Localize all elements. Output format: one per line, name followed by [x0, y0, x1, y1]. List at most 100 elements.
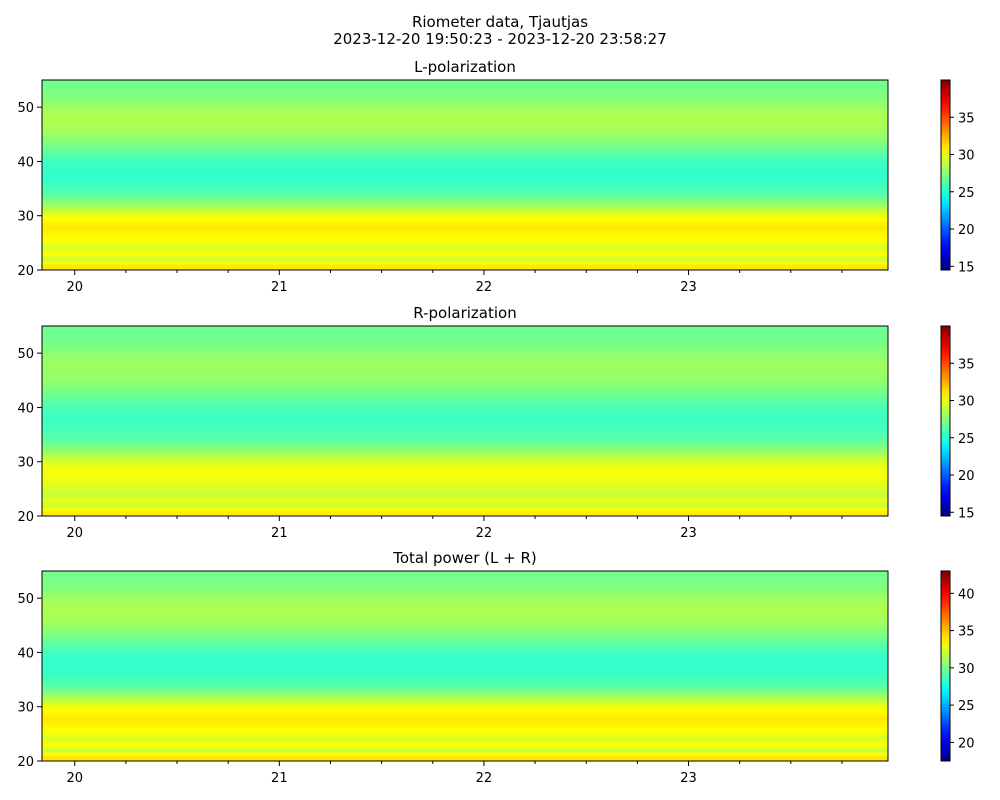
heatmap-band — [42, 122, 888, 125]
heatmap-band — [42, 391, 888, 394]
x-tick-label: 23 — [680, 771, 697, 786]
heatmap-band — [42, 188, 888, 191]
colorbar-tick-label: 20 — [958, 736, 975, 751]
heatmap-band — [42, 449, 888, 452]
heatmap-band — [42, 577, 888, 580]
heatmap-band — [42, 200, 888, 203]
heatmap-band — [42, 459, 888, 461]
heatmap-band — [42, 580, 888, 583]
heatmap-band — [42, 107, 888, 110]
heatmap-band — [42, 176, 888, 179]
heatmap-band — [42, 96, 888, 99]
heatmap-band — [42, 503, 888, 506]
heatmap-band — [42, 648, 888, 651]
plot-frame — [41, 325, 889, 517]
heatmap-band — [42, 468, 888, 471]
heatmap-band — [42, 702, 888, 705]
heatmap-band — [42, 219, 888, 222]
heatmap-band — [42, 583, 888, 586]
heatmap-band — [42, 248, 888, 251]
heatmap-band — [42, 349, 888, 352]
heatmap-band — [42, 572, 888, 575]
x-tick-label: 22 — [476, 771, 493, 786]
heatmap-band — [42, 649, 888, 652]
heatmap-band — [42, 701, 888, 704]
heatmap-band — [42, 157, 888, 160]
heatmap-band — [42, 751, 888, 754]
heatmap-band — [42, 113, 888, 116]
heatmap-band — [42, 706, 888, 709]
heatmap-band — [42, 86, 888, 89]
heatmap-band — [42, 160, 888, 163]
heatmap-band — [42, 464, 888, 467]
x-tick-label: 21 — [271, 526, 288, 541]
heatmap-band — [42, 161, 888, 164]
heatmap-band — [42, 430, 888, 433]
figure-subtitle: 2023-12-20 19:50:23 - 2023-12-20 23:58:2… — [333, 30, 667, 48]
heatmap-band — [42, 634, 888, 637]
heatmap-band — [42, 600, 888, 603]
heatmap-band — [42, 233, 888, 236]
heatmap-band — [42, 85, 888, 88]
heatmap-band — [42, 609, 888, 611]
heatmap-band — [42, 387, 888, 390]
colorbar-tick-label: 20 — [958, 223, 975, 238]
colorbar-tick-label: 30 — [958, 149, 975, 164]
heatmap-band — [42, 746, 888, 749]
y-tick-label: 50 — [17, 592, 34, 607]
heatmap-band — [42, 89, 888, 92]
heatmap-band — [42, 198, 888, 201]
heatmap-band — [42, 698, 888, 701]
heatmap-band — [42, 647, 888, 649]
heatmap-band — [42, 332, 888, 335]
subplot-1: L-polarization 20 21 22 23 20 30 40 50 15 20 25 30 35 — [17, 58, 974, 295]
heatmap-band — [42, 683, 888, 686]
heatmap-band — [42, 617, 888, 620]
heatmap-band — [42, 469, 888, 472]
heatmap-band — [42, 452, 888, 455]
heatmap-band — [42, 603, 888, 606]
heatmap-band — [42, 510, 888, 513]
heatmap-band — [42, 339, 888, 342]
heatmap-band — [42, 480, 888, 483]
x-tick-label: 21 — [271, 771, 288, 786]
heatmap-band — [42, 389, 888, 392]
heatmap-band — [42, 118, 888, 120]
colorbar-tick-label: 15 — [958, 506, 975, 521]
heatmap-band — [42, 147, 888, 150]
heatmap-band — [42, 139, 888, 142]
heatmap-band — [42, 101, 888, 104]
heatmap-band — [42, 365, 888, 368]
heatmap-band — [42, 218, 888, 221]
heatmap-band — [42, 264, 888, 267]
x-tick-label: 21 — [271, 280, 288, 295]
heatmap-band — [42, 82, 888, 85]
heatmap-band — [42, 676, 888, 679]
heatmap-band — [42, 137, 888, 139]
heatmap-band — [42, 355, 888, 358]
heatmap-band — [42, 358, 888, 361]
heatmap-band — [42, 84, 888, 87]
heatmap-band — [42, 661, 888, 664]
heatmap-band — [42, 181, 888, 184]
heatmap-band — [42, 651, 888, 654]
x-tick-label: 22 — [476, 526, 493, 541]
heatmap-band — [42, 467, 888, 470]
heatmap-band — [42, 607, 888, 610]
heatmap-band — [42, 400, 888, 403]
heatmap-band — [42, 168, 888, 171]
heatmap-band — [42, 456, 888, 459]
subplot-title: R-polarization — [413, 304, 516, 322]
heatmap-band — [42, 641, 888, 644]
heatmap-band — [42, 614, 888, 617]
y-tick-label: 40 — [17, 646, 34, 661]
heatmap-band — [42, 571, 888, 573]
heatmap-band — [42, 257, 888, 260]
heatmap-band — [42, 499, 888, 502]
heatmap-band — [42, 717, 888, 720]
heatmap-band — [42, 366, 888, 369]
heatmap-band — [42, 185, 888, 188]
heatmap-band — [42, 668, 888, 671]
heatmap-band — [42, 131, 888, 134]
colorbar-tick-label: 30 — [958, 395, 975, 410]
